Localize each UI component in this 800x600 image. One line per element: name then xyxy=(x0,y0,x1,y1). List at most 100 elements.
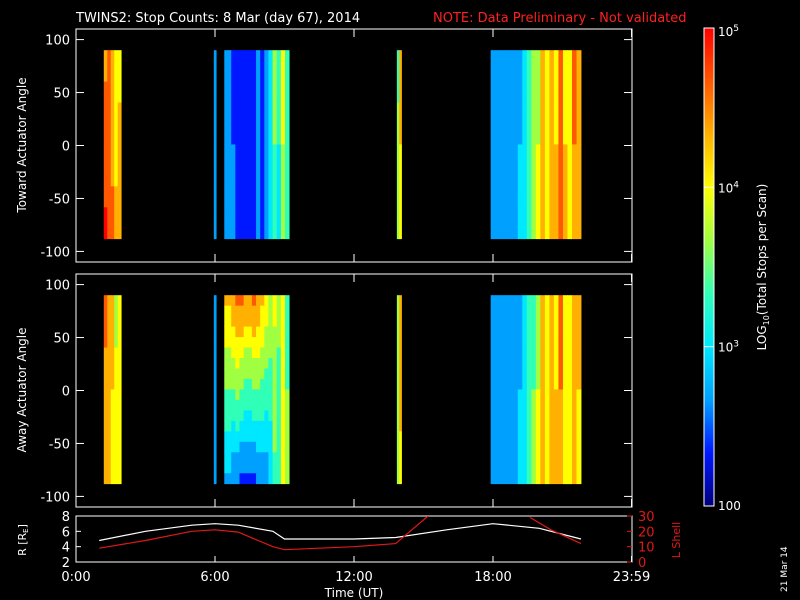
heatmap-cell xyxy=(508,175,514,187)
heatmap-cell xyxy=(264,133,269,145)
heatmap-cell xyxy=(268,71,273,82)
heatmap-cell xyxy=(572,165,577,177)
heatmap-cell xyxy=(276,165,282,177)
heatmap-cell xyxy=(260,326,265,338)
heatmap-cell xyxy=(280,102,286,114)
heatmap-cell xyxy=(103,347,108,359)
heatmap-cell xyxy=(549,175,555,187)
heatmap-cell xyxy=(239,175,245,187)
heatmap-cell xyxy=(558,347,564,359)
heatmap-cell xyxy=(522,196,528,208)
heatmap-cell xyxy=(103,60,108,72)
heatmap-cell xyxy=(247,81,253,93)
heatmap-cell xyxy=(264,144,269,156)
heatmap-cell xyxy=(247,123,253,135)
heatmap-cell xyxy=(549,123,555,135)
heatmap-cell xyxy=(268,326,273,338)
heatmap-cell xyxy=(251,337,257,348)
heatmap-cell xyxy=(264,102,269,114)
y-tick-label: 50 xyxy=(53,87,70,102)
heatmap-cell xyxy=(544,441,550,453)
heatmap-cell xyxy=(544,378,550,390)
heatmap-cell xyxy=(508,420,514,432)
heatmap-cell xyxy=(239,410,245,422)
heatmap-cell xyxy=(495,368,501,380)
heatmap-cell xyxy=(522,347,528,359)
heatmap-cell xyxy=(272,102,278,114)
heatmap-cell xyxy=(243,92,249,103)
heatmap-cell xyxy=(280,81,286,93)
heatmap-cell xyxy=(231,462,236,474)
heatmap-cell xyxy=(251,186,257,198)
heatmap-cell xyxy=(562,217,568,229)
heatmap-cell xyxy=(513,196,519,208)
heatmap-cell xyxy=(260,81,265,93)
heatmap-cell xyxy=(107,71,112,82)
heatmap-cell xyxy=(239,217,245,229)
heatmap-cell xyxy=(260,92,265,103)
heatmap-cell xyxy=(499,378,505,390)
heatmap-cell xyxy=(239,154,245,166)
heatmap-cell xyxy=(517,378,523,390)
heatmap-cell xyxy=(110,389,115,401)
heatmap-cell xyxy=(531,462,537,474)
heatmap-cell xyxy=(276,431,282,443)
heatmap-cell xyxy=(490,133,496,145)
heatmap-cell xyxy=(544,154,550,166)
heatmap-cell xyxy=(558,410,564,422)
heatmap-cell xyxy=(272,410,278,422)
heatmap-cell xyxy=(495,50,501,62)
heatmap-cell xyxy=(490,462,496,474)
heatmap-cell xyxy=(117,228,122,240)
heatmap-cell xyxy=(268,113,273,124)
heatmap-cell xyxy=(558,207,564,219)
heatmap-cell xyxy=(553,196,559,208)
heatmap-cell xyxy=(235,389,240,401)
lshell-y-label: L Shell xyxy=(670,522,683,558)
heatmap-cell xyxy=(495,420,501,432)
heatmap-cell xyxy=(251,207,257,219)
heatmap-cell xyxy=(572,217,577,229)
heatmap-cell xyxy=(227,217,232,229)
heatmap-cell xyxy=(399,60,402,72)
heatmap-cell xyxy=(490,81,496,93)
heatmap-cell xyxy=(231,431,236,443)
heatmap-cell xyxy=(276,389,282,401)
heatmap-cell xyxy=(396,295,400,307)
heatmap-cell xyxy=(107,217,112,229)
heatmap-cell xyxy=(396,81,400,93)
heatmap-cell xyxy=(522,452,528,464)
heatmap-cell xyxy=(544,113,550,124)
heatmap-cell xyxy=(231,186,236,198)
y-tick-label: -100 xyxy=(40,245,70,260)
heatmap-cell xyxy=(235,196,240,208)
heatmap-cell xyxy=(553,347,559,359)
heatmap-cell xyxy=(272,217,278,229)
heatmap-cell xyxy=(396,441,400,453)
heatmap-cell xyxy=(531,196,537,208)
heatmap-cell xyxy=(562,144,568,156)
heatmap-cell xyxy=(576,452,582,464)
heatmap-cell xyxy=(243,305,249,317)
heatmap-cell xyxy=(522,378,528,390)
heatmap-cell xyxy=(531,71,537,82)
heatmap-cell xyxy=(280,144,286,156)
heatmap-cell xyxy=(117,378,122,390)
heatmap-cell xyxy=(114,71,119,82)
heatmap-cell xyxy=(235,305,240,317)
toward-heatmap-cells xyxy=(103,50,582,240)
heatmap-cell xyxy=(558,50,564,62)
heatmap-cell xyxy=(504,399,510,411)
heatmap-cell xyxy=(264,305,269,317)
heatmap-cell xyxy=(531,399,537,411)
heatmap-cell xyxy=(495,102,501,114)
generation-date: 21 Mar 14 xyxy=(780,546,790,592)
heatmap-cell xyxy=(110,462,115,474)
heatmap-cell xyxy=(107,316,112,327)
heatmap-cell xyxy=(251,102,257,114)
heatmap-cell xyxy=(549,347,555,359)
heatmap-cell xyxy=(522,295,528,307)
heatmap-cell xyxy=(213,420,217,432)
heatmap-cell xyxy=(239,186,245,198)
heatmap-cell xyxy=(549,326,555,338)
